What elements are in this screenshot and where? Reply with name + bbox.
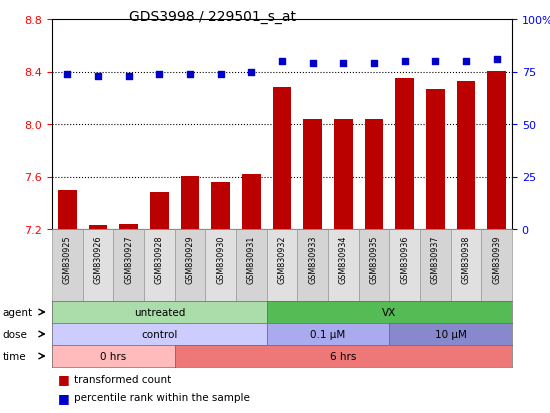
Text: GSM830936: GSM830936 — [400, 235, 409, 283]
FancyBboxPatch shape — [328, 230, 359, 301]
Text: GSM830928: GSM830928 — [155, 235, 164, 284]
Text: 10 μM: 10 μM — [434, 329, 466, 339]
Point — [124, 73, 133, 80]
Point — [431, 59, 440, 65]
Bar — [365, 119, 383, 230]
Point — [155, 71, 164, 78]
Text: percentile rank within the sample: percentile rank within the sample — [74, 392, 250, 402]
Bar — [58, 190, 76, 230]
FancyBboxPatch shape — [481, 230, 512, 301]
Point — [370, 61, 378, 67]
Text: GSM830935: GSM830935 — [370, 235, 378, 284]
Text: 0 hrs: 0 hrs — [100, 351, 126, 361]
FancyBboxPatch shape — [298, 230, 328, 301]
FancyBboxPatch shape — [205, 230, 236, 301]
FancyBboxPatch shape — [420, 230, 450, 301]
Text: GSM830931: GSM830931 — [247, 235, 256, 283]
Text: VX: VX — [382, 307, 397, 317]
Text: dose: dose — [3, 329, 28, 339]
Bar — [150, 193, 168, 230]
Bar — [395, 79, 414, 230]
Text: GSM830933: GSM830933 — [308, 235, 317, 283]
Bar — [242, 174, 261, 230]
Text: GSM830932: GSM830932 — [278, 235, 287, 284]
Bar — [273, 88, 291, 230]
FancyBboxPatch shape — [52, 230, 82, 301]
Bar — [119, 224, 138, 230]
Point — [94, 73, 102, 80]
FancyBboxPatch shape — [113, 230, 144, 301]
Bar — [487, 72, 506, 230]
Text: ■: ■ — [58, 373, 69, 385]
Text: 0.1 μM: 0.1 μM — [310, 329, 345, 339]
Point — [461, 59, 470, 65]
FancyBboxPatch shape — [267, 230, 298, 301]
Bar — [181, 177, 199, 230]
Text: 6 hrs: 6 hrs — [330, 351, 356, 361]
Point — [492, 57, 501, 63]
Point — [308, 61, 317, 67]
Text: GSM830927: GSM830927 — [124, 235, 133, 284]
Text: ■: ■ — [58, 391, 69, 404]
FancyBboxPatch shape — [389, 230, 420, 301]
FancyBboxPatch shape — [450, 230, 481, 301]
Point — [185, 71, 194, 78]
Text: GDS3998 / 229501_s_at: GDS3998 / 229501_s_at — [129, 10, 296, 24]
Point — [216, 71, 225, 78]
Text: time: time — [3, 351, 26, 361]
Text: GSM830925: GSM830925 — [63, 235, 72, 284]
Text: GSM830934: GSM830934 — [339, 235, 348, 283]
Bar — [426, 89, 444, 230]
Point — [339, 61, 348, 67]
FancyBboxPatch shape — [175, 230, 205, 301]
Text: GSM830938: GSM830938 — [461, 235, 470, 283]
Text: agent: agent — [3, 307, 33, 317]
Text: GSM830937: GSM830937 — [431, 235, 440, 284]
Text: GSM830929: GSM830929 — [185, 235, 195, 284]
Text: GSM830939: GSM830939 — [492, 235, 501, 284]
Bar — [89, 225, 107, 230]
Text: GSM830926: GSM830926 — [94, 235, 102, 284]
Point — [278, 59, 287, 65]
Point — [63, 71, 72, 78]
Text: control: control — [141, 329, 178, 339]
Text: untreated: untreated — [134, 307, 185, 317]
Bar — [211, 182, 230, 230]
FancyBboxPatch shape — [82, 230, 113, 301]
FancyBboxPatch shape — [144, 230, 175, 301]
Text: GSM830930: GSM830930 — [216, 235, 225, 283]
Bar — [457, 81, 475, 230]
Bar — [334, 119, 353, 230]
Point — [247, 69, 256, 76]
Point — [400, 59, 409, 65]
FancyBboxPatch shape — [236, 230, 267, 301]
Bar — [304, 119, 322, 230]
Text: transformed count: transformed count — [74, 374, 171, 384]
FancyBboxPatch shape — [359, 230, 389, 301]
